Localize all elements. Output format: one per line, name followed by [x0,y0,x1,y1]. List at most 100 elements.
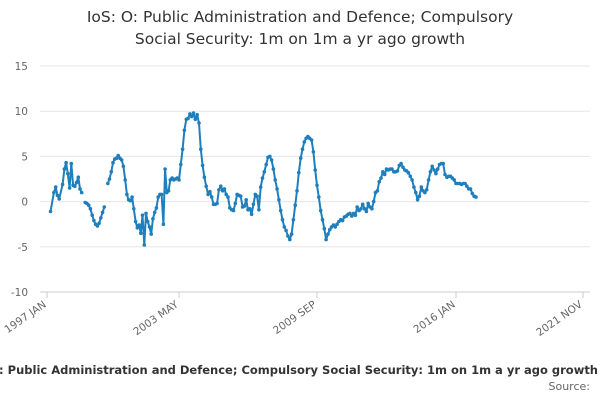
data-point[interactable] [470,191,475,196]
data-point[interactable] [204,184,208,188]
data-point[interactable] [326,232,330,236]
data-point[interactable] [206,192,210,197]
data-point[interactable] [293,203,298,207]
data-point[interactable] [135,226,140,230]
data-point[interactable] [193,117,198,122]
data-point[interactable] [60,182,65,187]
data-point[interactable] [271,167,276,171]
data-point[interactable] [419,185,424,189]
data-point[interactable] [197,121,201,125]
data-point[interactable] [311,150,316,154]
data-point[interactable] [264,162,269,167]
data-point[interactable] [199,147,203,151]
data-point[interactable] [257,207,261,212]
data-point[interactable] [322,226,327,231]
data-point[interactable] [209,195,214,199]
data-point[interactable] [408,174,413,179]
data-point[interactable] [231,208,236,213]
data-point[interactable] [121,164,126,169]
data-point[interactable] [364,209,369,214]
data-point[interactable] [390,167,394,171]
data-point[interactable] [377,179,382,184]
data-point[interactable] [242,204,247,208]
data-point[interactable] [432,168,436,172]
data-point[interactable] [317,195,321,199]
data-point[interactable] [435,167,440,171]
data-point[interactable] [177,178,181,182]
data-point[interactable] [441,161,446,166]
data-point[interactable] [288,237,292,242]
data-point[interactable] [140,213,145,217]
data-point[interactable] [86,203,91,207]
data-point[interactable] [282,225,287,229]
data-point[interactable] [67,186,72,190]
data-point[interactable] [370,207,374,211]
data-point[interactable] [277,198,281,202]
data-point[interactable] [73,184,77,188]
data-point[interactable] [114,156,119,160]
data-point[interactable] [417,194,422,198]
data-point[interactable] [430,164,435,169]
data-point[interactable] [180,147,185,151]
data-point[interactable] [280,217,285,222]
data-point[interactable] [465,184,469,188]
data-point[interactable] [202,175,207,179]
data-point[interactable] [233,201,238,206]
data-point[interactable] [297,170,301,175]
data-point[interactable] [434,171,438,176]
data-point[interactable] [324,237,328,242]
data-point[interactable] [395,169,400,173]
data-point[interactable] [66,171,70,176]
data-point[interactable] [313,168,318,172]
data-point[interactable] [48,209,53,214]
data-point[interactable] [95,224,100,228]
data-point[interactable] [355,205,360,209]
data-point[interactable] [362,207,367,211]
data-point[interactable] [119,158,124,162]
data-point[interactable] [452,178,457,182]
data-point[interactable] [320,217,325,222]
data-point[interactable] [371,199,376,204]
data-point[interactable] [92,218,96,223]
data-point[interactable] [109,170,114,174]
data-point[interactable] [375,189,380,193]
data-point[interactable] [258,185,263,189]
data-point[interactable] [424,188,429,192]
data-point[interactable] [62,167,67,171]
data-point[interactable] [251,202,256,207]
data-point[interactable] [318,208,323,213]
data-point[interactable] [200,163,205,168]
data-point[interactable] [78,187,82,191]
data-point[interactable] [295,189,299,193]
data-point[interactable] [238,194,243,198]
data-point[interactable] [147,225,152,229]
data-point[interactable] [353,213,358,217]
data-point[interactable] [142,243,147,247]
data-point[interactable] [410,178,414,182]
data-point[interactable] [74,180,79,185]
data-point[interactable] [443,172,447,177]
data-point[interactable] [130,195,134,199]
data-point[interactable] [161,222,166,226]
data-point[interactable] [360,202,365,207]
data-point[interactable] [154,206,159,210]
data-point[interactable] [99,216,103,220]
data-point[interactable] [189,114,194,119]
data-point[interactable] [88,207,93,211]
data-point[interactable] [188,112,192,116]
data-point[interactable] [366,201,371,206]
data-point[interactable] [309,138,314,142]
data-point[interactable] [315,183,319,188]
data-point[interactable] [350,214,354,218]
data-point[interactable] [244,198,248,202]
data-point[interactable] [195,113,199,117]
data-point[interactable] [335,222,339,226]
data-point[interactable] [57,197,61,201]
data-point[interactable] [273,178,278,182]
data-point[interactable] [268,154,272,159]
data-point[interactable] [300,147,305,151]
data-point[interactable] [97,221,101,226]
data-point[interactable] [428,170,433,174]
data-point[interactable] [219,184,223,188]
data-point[interactable] [69,161,74,166]
